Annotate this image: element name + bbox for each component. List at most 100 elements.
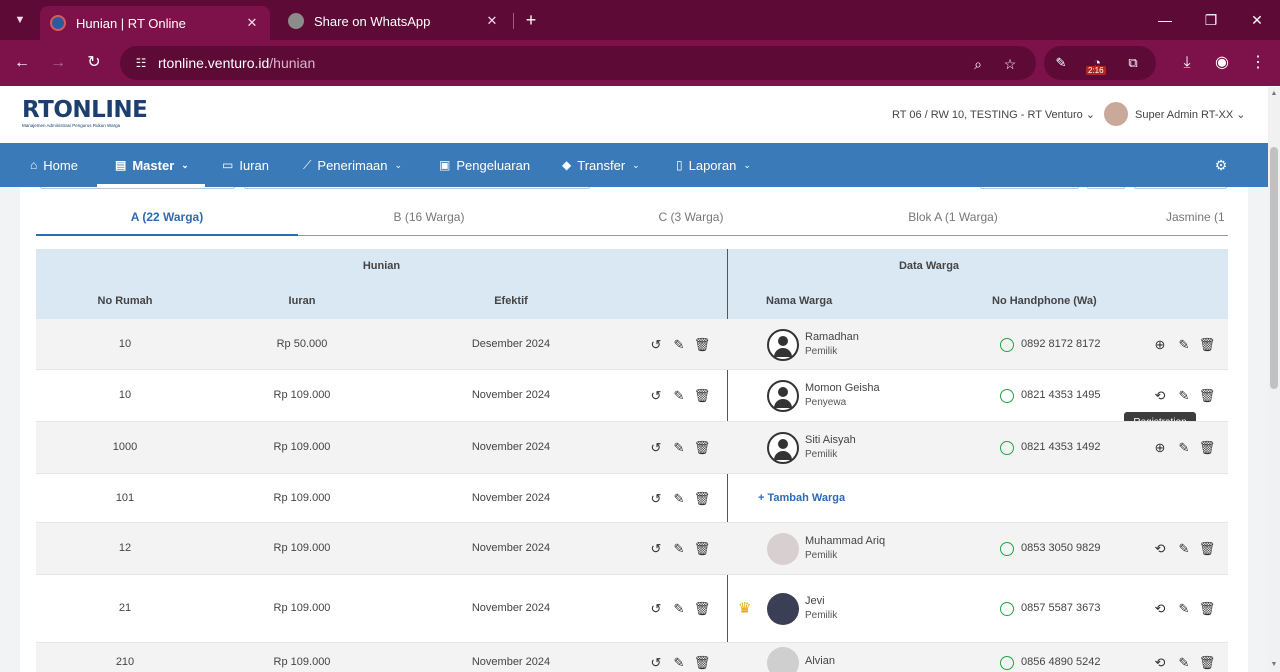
url-text[interactable]: rtonline.venturo.id/hunian xyxy=(158,55,316,71)
whatsapp-icon[interactable] xyxy=(1000,602,1014,616)
add-user-icon[interactable]: ⊕ xyxy=(1154,440,1166,455)
nav-transfer[interactable]: ◆ Transfer ⌄ xyxy=(562,157,640,173)
whatsapp-icon[interactable] xyxy=(1000,656,1014,670)
trash-icon[interactable]: 🗑 xyxy=(693,440,711,455)
history-icon[interactable]: ↺ xyxy=(650,490,662,506)
trash-icon[interactable]: 🗑 xyxy=(693,541,711,556)
edit-icon[interactable]: ✎ xyxy=(673,601,685,616)
timer-extension-icon[interactable]: ◔ xyxy=(1093,55,1101,70)
history-icon[interactable]: ↺ xyxy=(650,440,662,455)
app-header: RTONLINE Manajemen Administrasi Pengurus… xyxy=(0,87,1268,143)
nav-pengeluaran[interactable]: ▣ Pengeluaran xyxy=(439,157,531,173)
add-user-icon[interactable]: ⊕ xyxy=(1154,336,1166,352)
trash-icon[interactable]: 🗑 xyxy=(1198,336,1216,352)
phone-number[interactable]: 0821 4353 1492 xyxy=(1021,441,1101,453)
reset-icon[interactable]: ⟲ xyxy=(1154,601,1166,616)
nav-penerimaan[interactable]: ⟋ Penerimaan ⌄ xyxy=(303,157,403,173)
whatsapp-icon[interactable] xyxy=(1000,337,1014,352)
reset-icon[interactable]: ⟲ xyxy=(1154,655,1166,670)
phone-number[interactable]: 0821 4353 1495 xyxy=(1021,389,1101,401)
edit-icon[interactable]: ✎ xyxy=(1178,440,1190,455)
filter-tab-b[interactable]: B (16 Warga) xyxy=(393,210,465,224)
back-icon[interactable]: ← xyxy=(14,54,30,71)
rtonline-logo[interactable]: RTONLINE Manajemen Administrasi Pengurus… xyxy=(22,97,148,129)
address-bar[interactable]: ☷ rtonline.venturo.id/hunian ⌕ ☆ xyxy=(120,46,1036,80)
minimize-icon[interactable]: — xyxy=(1158,12,1172,28)
menu-kebab-icon[interactable]: ⋮ xyxy=(1250,54,1266,71)
restore-icon[interactable]: ❐ xyxy=(1204,12,1218,28)
trash-icon[interactable]: 🗑 xyxy=(693,655,711,670)
filter-tab-blok-a[interactable]: Blok A (1 Warga) xyxy=(908,210,998,224)
efektif-cell: November 2024 xyxy=(471,602,551,614)
phone-number[interactable]: 0856 4890 5242 xyxy=(1021,656,1101,668)
nav-iuran[interactable]: ▭ Iuran xyxy=(222,157,269,173)
edit-icon[interactable]: ✎ xyxy=(1178,388,1190,403)
feather-extension-icon[interactable]: ✎ xyxy=(1055,55,1067,70)
trash-icon[interactable]: 🗑 xyxy=(1198,655,1216,670)
history-icon[interactable]: ↺ xyxy=(650,541,662,556)
history-icon[interactable]: ↺ xyxy=(650,655,662,670)
edit-icon[interactable]: ✎ xyxy=(673,388,685,403)
edit-icon[interactable]: ✎ xyxy=(1178,541,1190,556)
edit-icon[interactable]: ✎ xyxy=(1178,655,1190,670)
trash-icon[interactable]: 🗑 xyxy=(1198,601,1216,616)
home-icon: ⌂ xyxy=(30,158,38,172)
edit-icon[interactable]: ✎ xyxy=(673,541,685,556)
tab-hunian[interactable]: Hunian | RT Online ✕ xyxy=(40,6,270,40)
page-scrollbar[interactable]: ▲ ▼ xyxy=(1268,87,1280,672)
close-tab-icon[interactable]: ✕ xyxy=(246,15,258,30)
tab-whatsapp[interactable]: Share on WhatsApp ✕ xyxy=(278,6,510,36)
scroll-down-icon[interactable]: ▼ xyxy=(1270,661,1278,668)
settings-icon[interactable]: ⚙ xyxy=(1214,157,1228,173)
site-info-icon[interactable]: ☷ xyxy=(135,56,147,70)
trash-icon[interactable]: 🗑 xyxy=(693,336,711,352)
scroll-up-icon[interactable]: ▲ xyxy=(1270,90,1278,97)
user-menu[interactable]: Super Admin RT-XX ⌄ xyxy=(1104,102,1246,126)
filter-tab-c[interactable]: C (3 Warga) xyxy=(658,210,724,224)
forward-icon[interactable]: → xyxy=(50,54,66,71)
history-icon[interactable]: ↺ xyxy=(650,388,662,403)
phone-number[interactable]: 0857 5587 3673 xyxy=(1021,602,1101,614)
phone-number[interactable]: 0853 3050 9829 xyxy=(1021,542,1101,554)
warga-name: Jevi xyxy=(805,595,825,607)
reset-icon[interactable]: ⟲ xyxy=(1154,541,1166,556)
filter-tab-a[interactable]: A (22 Warga) xyxy=(130,210,204,224)
whatsapp-icon[interactable] xyxy=(1000,389,1014,403)
reload-icon[interactable]: ↻ xyxy=(87,54,101,71)
edit-icon[interactable]: ✎ xyxy=(673,336,685,352)
edit-icon[interactable]: ✎ xyxy=(1178,601,1190,616)
nav-laporan[interactable]: ▯ Laporan ⌄ xyxy=(676,157,751,173)
trash-icon[interactable]: 🗑 xyxy=(693,490,711,506)
phone-number[interactable]: 0892 8172 8172 xyxy=(1021,337,1101,350)
edit-icon[interactable]: ✎ xyxy=(673,490,685,506)
edit-icon[interactable]: ✎ xyxy=(673,440,685,455)
profile-avatar-icon[interactable]: ◉ xyxy=(1215,54,1229,71)
reset-icon[interactable]: ⟲ xyxy=(1154,388,1166,403)
zoom-icon[interactable]: ⌕ xyxy=(974,56,982,72)
scroll-thumb[interactable] xyxy=(1270,147,1278,389)
new-tab-button[interactable]: + xyxy=(525,10,537,30)
tambah-warga-link[interactable]: + Tambah Warga xyxy=(758,491,846,504)
close-tab-icon[interactable]: ✕ xyxy=(486,13,498,28)
history-icon[interactable]: ↺ xyxy=(650,601,662,616)
trash-icon[interactable]: 🗑 xyxy=(1198,388,1216,403)
whatsapp-icon[interactable] xyxy=(1000,542,1014,556)
nav-home[interactable]: ⌂ Home xyxy=(30,157,78,173)
no-rumah-cell: 12 xyxy=(118,542,132,554)
trash-icon[interactable]: 🗑 xyxy=(1198,440,1216,455)
nav-master[interactable]: ▤ Master ⌄ xyxy=(115,157,189,173)
whatsapp-icon[interactable] xyxy=(1000,441,1014,455)
edit-icon[interactable]: ✎ xyxy=(1178,336,1190,352)
trash-icon[interactable]: 🗑 xyxy=(693,388,711,403)
bookmark-star-icon[interactable]: ☆ xyxy=(1003,56,1017,72)
tab-search-icon[interactable]: ▼ xyxy=(14,14,26,26)
puzzle-extensions-icon[interactable]: ⧉ xyxy=(1128,55,1138,70)
history-icon[interactable]: ↺ xyxy=(650,336,662,352)
download-icon[interactable]: ⤓ xyxy=(1183,54,1191,71)
close-window-icon[interactable]: ✕ xyxy=(1251,12,1263,28)
edit-icon[interactable]: ✎ xyxy=(673,655,685,670)
filter-tab-jasmine[interactable]: Jasmine (1 Warga) xyxy=(1166,210,1228,224)
trash-icon[interactable]: 🗑 xyxy=(1198,541,1216,556)
rt-selector-dropdown[interactable]: RT 06 / RW 10, TESTING - RT Venturo ⌄ xyxy=(892,109,1096,121)
trash-icon[interactable]: 🗑 xyxy=(693,601,711,616)
